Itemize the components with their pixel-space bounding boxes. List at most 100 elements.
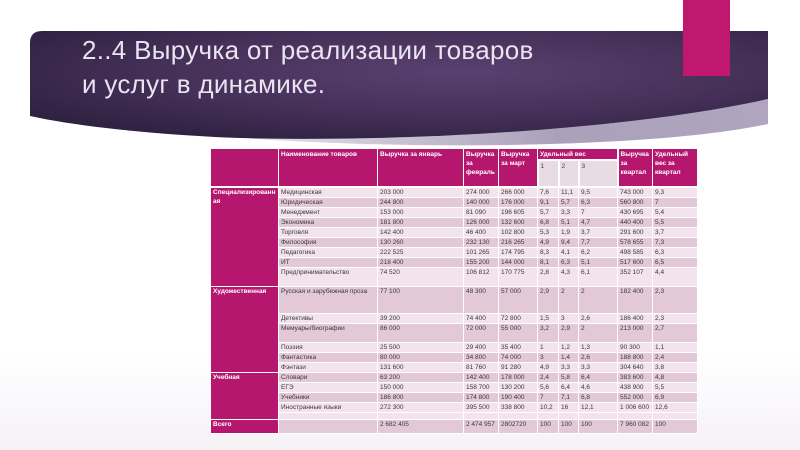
value-cell: 430 695	[617, 207, 654, 218]
value-cell	[498, 412, 538, 420]
value-cell: 100	[577, 419, 619, 434]
product-name-cell: Иностранные языки	[278, 402, 378, 413]
value-cell: 7 960 082	[617, 419, 654, 434]
value-cell: 6,2	[577, 247, 619, 258]
slide-title: 2..4 Выручка от реализации товаров и усл…	[82, 33, 722, 102]
value-cell: 6,3	[652, 247, 699, 258]
value-cell: 29 400	[463, 342, 499, 353]
value-cell: 6,4	[577, 372, 619, 383]
value-cell: 176 000	[498, 197, 538, 208]
value-cell: 90 300	[617, 342, 654, 353]
value-cell: 7	[652, 197, 699, 208]
value-cell	[537, 412, 559, 420]
value-cell: 5,1	[558, 217, 579, 228]
value-cell: 77 100	[377, 286, 464, 314]
value-cell: 186 800	[377, 392, 464, 403]
value-cell: 1,3	[577, 342, 619, 353]
value-cell: 7,1	[558, 392, 579, 403]
value-cell: 218 400	[377, 257, 464, 268]
value-cell: 560 800	[617, 197, 654, 208]
value-cell: 140 000	[463, 197, 499, 208]
value-cell: 81 760	[463, 362, 499, 373]
value-cell: 72 800	[498, 313, 538, 324]
value-cell: 5,7	[537, 207, 559, 218]
product-name-cell: Фэнтази	[278, 362, 378, 373]
product-name-cell: Детективы	[278, 313, 378, 324]
value-cell: 57 000	[498, 286, 538, 314]
value-cell: 395 500	[463, 402, 499, 413]
value-cell	[577, 412, 619, 420]
accent-rectangle	[683, 0, 730, 76]
product-name-cell: Торговля	[278, 227, 378, 238]
value-cell: 438 900	[617, 382, 654, 393]
value-cell: 2,3	[652, 286, 699, 314]
value-cell: 86 000	[377, 323, 464, 343]
value-cell: 4,6	[577, 382, 619, 393]
value-cell: 5,6	[537, 382, 559, 393]
value-cell: 5,8	[558, 372, 579, 383]
value-cell: 5,7	[558, 197, 579, 208]
value-cell: 2 682 405	[377, 419, 464, 434]
value-cell: 102 800	[498, 227, 538, 238]
product-name-cell: Учебники	[278, 392, 378, 403]
row-group-label: Всего	[210, 419, 279, 434]
value-cell: 3	[537, 352, 559, 363]
product-name-cell: Мемуары/биографии	[278, 323, 378, 343]
value-cell: 12,6	[652, 402, 699, 413]
slide-title-line2: и услуг в динамике.	[82, 69, 326, 100]
value-cell: 6,8	[537, 217, 559, 228]
value-cell: 3	[558, 313, 579, 324]
value-cell: 91 280	[498, 362, 538, 373]
table-row: Менеджмент 153 000 81 090 196 605 5,7 3,3 7 430…	[211, 207, 699, 218]
slide-title-line1: 2..4 Выручка от реализации товаров	[82, 35, 534, 65]
subcol-header-2: 2	[557, 159, 580, 188]
product-name-cell: Юридическая	[278, 197, 378, 208]
value-cell: 144 000	[498, 257, 538, 268]
value-cell: 4,4	[652, 267, 699, 287]
value-cell: 182 400	[617, 286, 654, 314]
product-name-cell: Поэзия	[278, 342, 378, 353]
title-banner	[0, 0, 800, 150]
value-cell: 4,7	[577, 217, 619, 228]
value-cell: 498 585	[617, 247, 654, 258]
value-cell: 101 265	[463, 247, 499, 258]
value-cell: 81 090	[463, 207, 499, 218]
revenue-table: Наименование товаров Выручка за январь В…	[210, 148, 699, 434]
value-cell: 2,3	[652, 313, 699, 324]
value-cell: 7,7	[577, 237, 619, 248]
product-name-cell: Русская и зарубежная проза	[278, 286, 378, 314]
value-cell: 9,1	[537, 197, 559, 208]
table-row: Педагогика 222 525 101 265 174 795 8,3 4,1 6,2…	[211, 247, 699, 258]
value-cell: 4,9	[537, 237, 559, 248]
value-cell: 3,3	[558, 207, 579, 218]
table-body: Специализированная Медицинская 203 000 274 …	[210, 186, 699, 434]
value-cell: 2,8	[537, 267, 559, 287]
col-header-weight: Удельный вес	[536, 148, 619, 161]
value-cell	[617, 412, 654, 420]
table-row: Специализированная Медицинская 203 000 274 …	[210, 186, 699, 287]
value-cell: 155 200	[463, 257, 499, 268]
product-name-cell	[278, 412, 378, 420]
value-cell: 7	[537, 392, 559, 403]
value-cell: 5,1	[577, 257, 619, 268]
banner-swoosh-shape	[240, 99, 768, 146]
value-cell: 304 640	[617, 362, 654, 373]
banner-graphic	[30, 0, 768, 146]
value-cell: 6,4	[558, 382, 579, 393]
value-cell: 12,1	[577, 402, 619, 413]
col-header-product: Наименование товаров	[278, 148, 378, 188]
value-cell: 2	[577, 286, 619, 314]
col-header-february: Выручка за февраль	[463, 148, 499, 188]
value-cell: 5,4	[652, 207, 699, 218]
value-cell: 2,7	[652, 323, 699, 343]
value-cell: 338 800	[498, 402, 538, 413]
table-blank-row	[211, 412, 699, 420]
value-cell: 272 300	[377, 402, 464, 413]
table-row: Художественная Русская и зарубежная проза…	[210, 286, 699, 373]
value-cell: 232 130	[463, 237, 499, 248]
value-cell	[463, 412, 499, 420]
value-cell: 174 795	[498, 247, 538, 258]
table-row: Поэзия 25 500 29 400 35 400 1 1,2 1,3 90 300 1,1	[211, 342, 699, 353]
value-cell: 100	[537, 419, 559, 434]
